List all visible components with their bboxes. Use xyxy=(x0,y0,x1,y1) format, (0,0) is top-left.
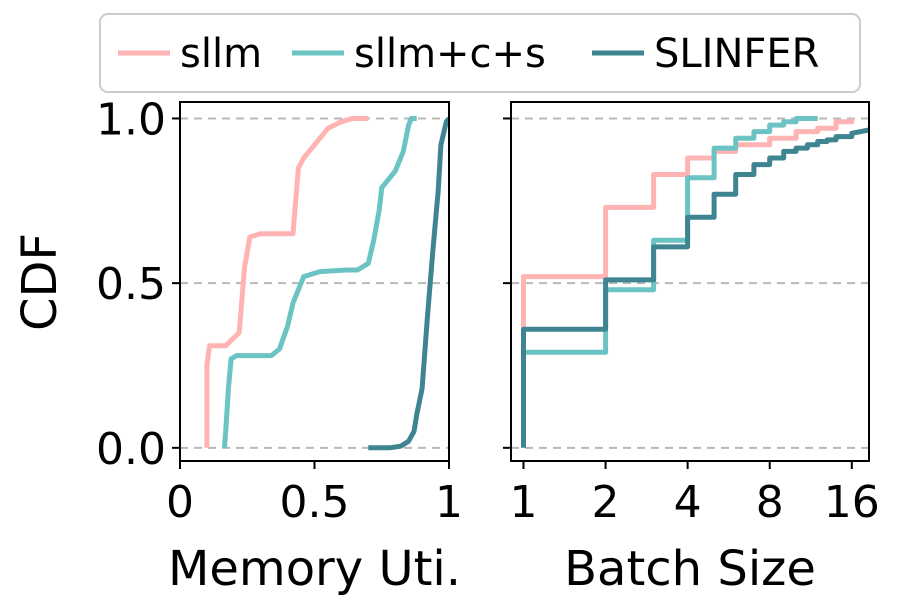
series-line-slinfer xyxy=(521,127,869,448)
x-tick-label: 4 xyxy=(674,477,702,528)
series-line-sllm xyxy=(204,116,369,448)
x-axis-title: Memory Uti. xyxy=(168,541,461,597)
legend-label-sllm: sllm xyxy=(180,31,262,77)
series-line-slinfer xyxy=(368,116,449,451)
y-tick-label: 1.0 xyxy=(96,94,166,145)
y-axis-title: CDF xyxy=(12,233,68,331)
x-tick-label: 0.5 xyxy=(280,477,350,528)
legend-label-sllm-c-s: sllm+c+s xyxy=(354,31,546,77)
series-group xyxy=(204,116,449,451)
series-group xyxy=(521,116,869,448)
axes-frame xyxy=(179,101,450,462)
x-tick-label: 1 xyxy=(435,477,463,528)
x-axis-title: Batch Size xyxy=(564,541,816,597)
x-tick-label: 2 xyxy=(592,477,620,528)
x-tick-label: 1 xyxy=(509,477,537,528)
legend-label-slinfer: SLINFER xyxy=(654,31,819,77)
panel-memory-utilization: 0.0 0.5 1.0 0 0.5 1 Memory Uti. xyxy=(96,94,463,597)
series-line-sllm-c-s xyxy=(523,116,818,355)
y-tick-label: 0.0 xyxy=(96,424,166,475)
x-tick-label: 8 xyxy=(756,477,784,528)
legend-frame xyxy=(99,13,861,93)
axes-frame xyxy=(510,101,870,462)
x-tick-label: 0 xyxy=(166,477,194,528)
legend: sllm sllm+c+s SLINFER xyxy=(99,13,861,93)
x-tick-label: 16 xyxy=(824,477,880,528)
series-line-sllm-c-s xyxy=(221,116,417,448)
y-tick-label: 0.5 xyxy=(96,259,166,310)
